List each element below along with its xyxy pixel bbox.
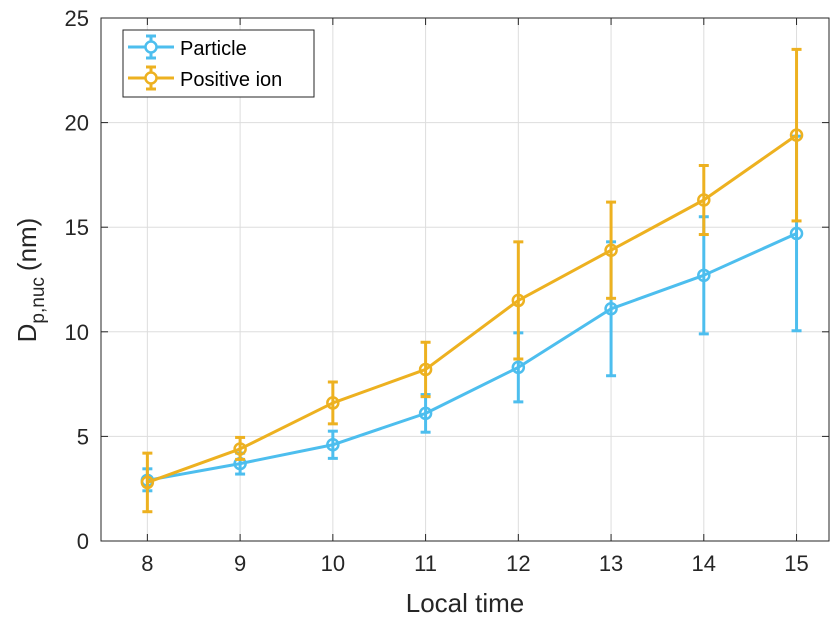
legend-entry-positive-ion: Positive ion bbox=[128, 65, 282, 91]
y-tick-label: 25 bbox=[65, 6, 89, 31]
data-point bbox=[418, 362, 433, 377]
x-tick-label: 8 bbox=[141, 551, 153, 576]
y-axis-label-sub: p,nuc bbox=[28, 277, 49, 323]
legend-point bbox=[144, 71, 158, 85]
series-layer bbox=[140, 47, 804, 514]
legend-box bbox=[122, 29, 315, 98]
tick-layer: 8 9 10 11 12 13 14 15 0 5 10 15 20 25 bbox=[65, 6, 829, 576]
x-tick-label: 12 bbox=[506, 551, 530, 576]
x-tick-label: 11 bbox=[414, 551, 437, 576]
data-point bbox=[326, 438, 340, 452]
legend-marker-particle bbox=[128, 34, 174, 60]
y-tick-label: 20 bbox=[65, 111, 89, 136]
data-point bbox=[326, 396, 340, 410]
data-point bbox=[697, 193, 711, 207]
x-axis-label: Local time bbox=[406, 588, 525, 618]
data-point bbox=[604, 243, 618, 257]
legend-marker-positive-ion bbox=[128, 65, 174, 91]
x-tick-label: 14 bbox=[692, 551, 716, 576]
data-point bbox=[233, 442, 247, 456]
series-line bbox=[146, 133, 798, 484]
x-tick-label: 13 bbox=[599, 551, 623, 576]
data-point bbox=[789, 226, 804, 241]
y-tick-label: 0 bbox=[77, 529, 89, 554]
data-point bbox=[511, 293, 526, 308]
data-point bbox=[789, 128, 804, 142]
legend: Particle Positive ion bbox=[122, 29, 315, 98]
y-tick-label: 10 bbox=[65, 320, 89, 345]
y-axis-label: Dp,nuc (nm) bbox=[12, 218, 49, 343]
data-point bbox=[511, 360, 526, 375]
plot-frame bbox=[100, 17, 830, 542]
svg-text:Dp,nuc(nm): Dp,nuc (nm) bbox=[12, 218, 49, 343]
data-point bbox=[604, 302, 618, 316]
series-line bbox=[147, 232, 798, 482]
series-1 bbox=[140, 47, 804, 514]
data-point bbox=[697, 268, 711, 283]
legend-entry-particle: Particle bbox=[128, 34, 247, 60]
x-tick-label: 9 bbox=[234, 551, 246, 576]
x-tick-label: 10 bbox=[321, 551, 345, 576]
y-axis-label-unit: (nm) bbox=[12, 218, 42, 271]
y-tick-label: 15 bbox=[65, 215, 89, 240]
x-tick-label: 15 bbox=[784, 551, 808, 576]
y-tick-label: 5 bbox=[77, 424, 89, 449]
data-point bbox=[140, 475, 155, 490]
legend-point bbox=[144, 40, 158, 54]
legend-label-positive-ion: Positive ion bbox=[180, 69, 282, 91]
y-axis-label-main: D bbox=[12, 324, 42, 343]
series-0 bbox=[140, 134, 804, 493]
legend-label-particle: Particle bbox=[180, 38, 247, 60]
data-point bbox=[418, 406, 433, 421]
